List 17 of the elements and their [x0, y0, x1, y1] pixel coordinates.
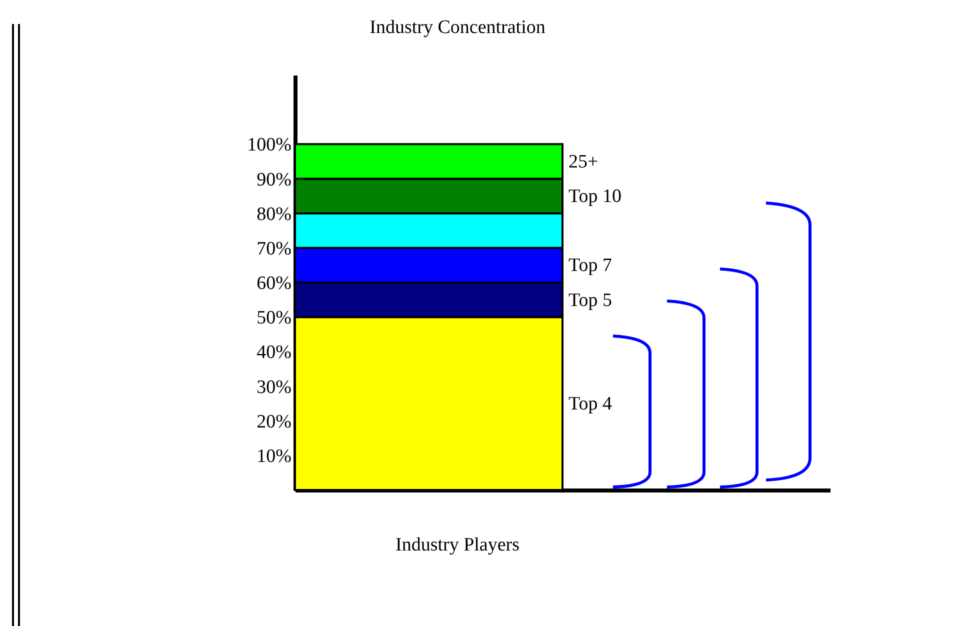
series-label: Top 5	[568, 290, 612, 311]
y-tick-label: 60%	[256, 273, 292, 294]
series-label: Top 4	[568, 394, 613, 415]
y-tick-label: 90%	[256, 169, 292, 190]
series-label: Top 7	[568, 255, 612, 276]
y-tick-label: 80%	[256, 204, 292, 225]
series-label: Top 10	[568, 186, 622, 208]
y-tick-label: 50%	[256, 308, 292, 329]
y-tick-label: 40%	[256, 342, 292, 364]
y-tick-label: 70%	[256, 238, 292, 260]
chart-title: Industry Concentration	[370, 17, 546, 38]
x-axis-title: Industry Players	[395, 534, 520, 556]
y-tick-label: 20%	[256, 411, 292, 432]
y-tick-label: 100%	[247, 134, 292, 156]
series-label: 25+	[568, 151, 598, 172]
y-tick-label: 10%	[256, 446, 292, 467]
y-tick-label: 30%	[256, 376, 292, 398]
